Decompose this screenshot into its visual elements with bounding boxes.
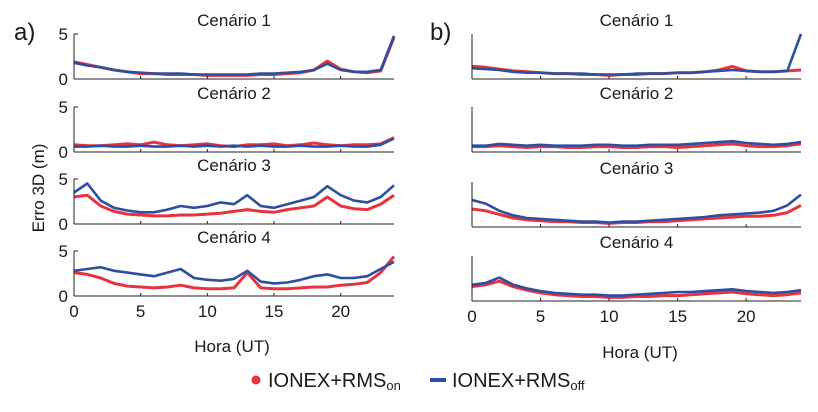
legend-label-on: IONEX+RMSon bbox=[268, 370, 401, 393]
y-tick-label: 5 bbox=[59, 242, 68, 261]
subplot-title: Cenário 3 bbox=[197, 156, 271, 175]
panel-label-a: a) bbox=[14, 19, 35, 46]
series-line-on bbox=[73, 255, 396, 291]
x-tick-label: 15 bbox=[668, 307, 687, 326]
x-tick-label: 20 bbox=[737, 307, 756, 326]
x-tick-label: 15 bbox=[265, 302, 284, 321]
subplot-title: Cenário 1 bbox=[197, 11, 271, 30]
x-tick-label: 5 bbox=[136, 302, 145, 321]
legend: IONEX+RMSon IONEX+RMSoff bbox=[251, 370, 585, 393]
series-line-on bbox=[472, 142, 802, 149]
subplot-4: Cenário 4 0 5 10 15 20 bbox=[467, 233, 802, 326]
y-tick-label: 0 bbox=[59, 70, 68, 89]
subplot-title: Cenário 2 bbox=[600, 84, 674, 103]
legend-off-base: IONEX+RMS bbox=[452, 370, 570, 392]
y-tick-label: 5 bbox=[59, 25, 68, 44]
subplot-1: Cenário 1 0 5 bbox=[59, 11, 396, 89]
y-tick-label: 0 bbox=[59, 287, 68, 306]
subplot-4: Cenário 4 0 5 0 5 10 15 20 bbox=[59, 228, 396, 321]
series-line-off bbox=[472, 139, 802, 147]
y-tick-label: 5 bbox=[59, 98, 68, 117]
legend-off-sub: off bbox=[570, 378, 585, 393]
ylabel-a: Erro 3D (m) bbox=[29, 144, 48, 233]
legend-label-off: IONEX+RMSoff bbox=[452, 370, 585, 393]
subplot-3: Cenário 3 bbox=[471, 159, 802, 228]
series-line-on bbox=[471, 279, 802, 299]
x-tick-label: 10 bbox=[600, 307, 619, 326]
legend-on-base: IONEX+RMS bbox=[268, 370, 386, 392]
subplot-title: Cenário 2 bbox=[197, 84, 271, 103]
subplot-title: Cenário 4 bbox=[197, 228, 271, 247]
subplot-title: Cenário 3 bbox=[600, 159, 674, 178]
y-tick-label: 0 bbox=[59, 215, 68, 234]
subplot-2: Cenário 2 0 5 bbox=[59, 84, 395, 162]
xlabel-b: Hora (UT) bbox=[602, 343, 678, 362]
series-line-off bbox=[471, 33, 803, 76]
series-line-on bbox=[73, 193, 395, 218]
panel-b: Cenário 1 Cenário 2 Cenário 3 Cenário 4 0 5 10… bbox=[467, 11, 803, 326]
series-line-off bbox=[73, 35, 396, 76]
x-tick-label: 5 bbox=[536, 307, 545, 326]
x-tick-label: 10 bbox=[198, 302, 217, 321]
x-tick-label: 0 bbox=[467, 307, 476, 326]
series-line-off bbox=[74, 137, 395, 148]
subplot-title: Cenário 4 bbox=[600, 233, 674, 252]
series-line-off bbox=[73, 260, 395, 285]
y-tick-label: 0 bbox=[59, 143, 68, 162]
panel-label-b: b) bbox=[430, 19, 451, 46]
y-tick-label: 5 bbox=[59, 170, 68, 189]
subplot-title: Cenário 1 bbox=[600, 11, 674, 30]
legend-marker-on bbox=[251, 375, 261, 385]
subplot-3: Cenário 3 0 5 bbox=[59, 156, 395, 234]
series-line-off bbox=[73, 182, 395, 214]
legend-on-sub: on bbox=[386, 378, 400, 393]
x-tick-label: 20 bbox=[331, 302, 350, 321]
series-line-off bbox=[471, 193, 802, 224]
x-tick-label: 0 bbox=[69, 302, 78, 321]
series-line-off bbox=[471, 276, 802, 297]
subplot-2: Cenário 2 bbox=[471, 84, 802, 153]
xlabel-a: Hora (UT) bbox=[194, 337, 270, 356]
subplot-1: Cenário 1 bbox=[471, 11, 803, 80]
